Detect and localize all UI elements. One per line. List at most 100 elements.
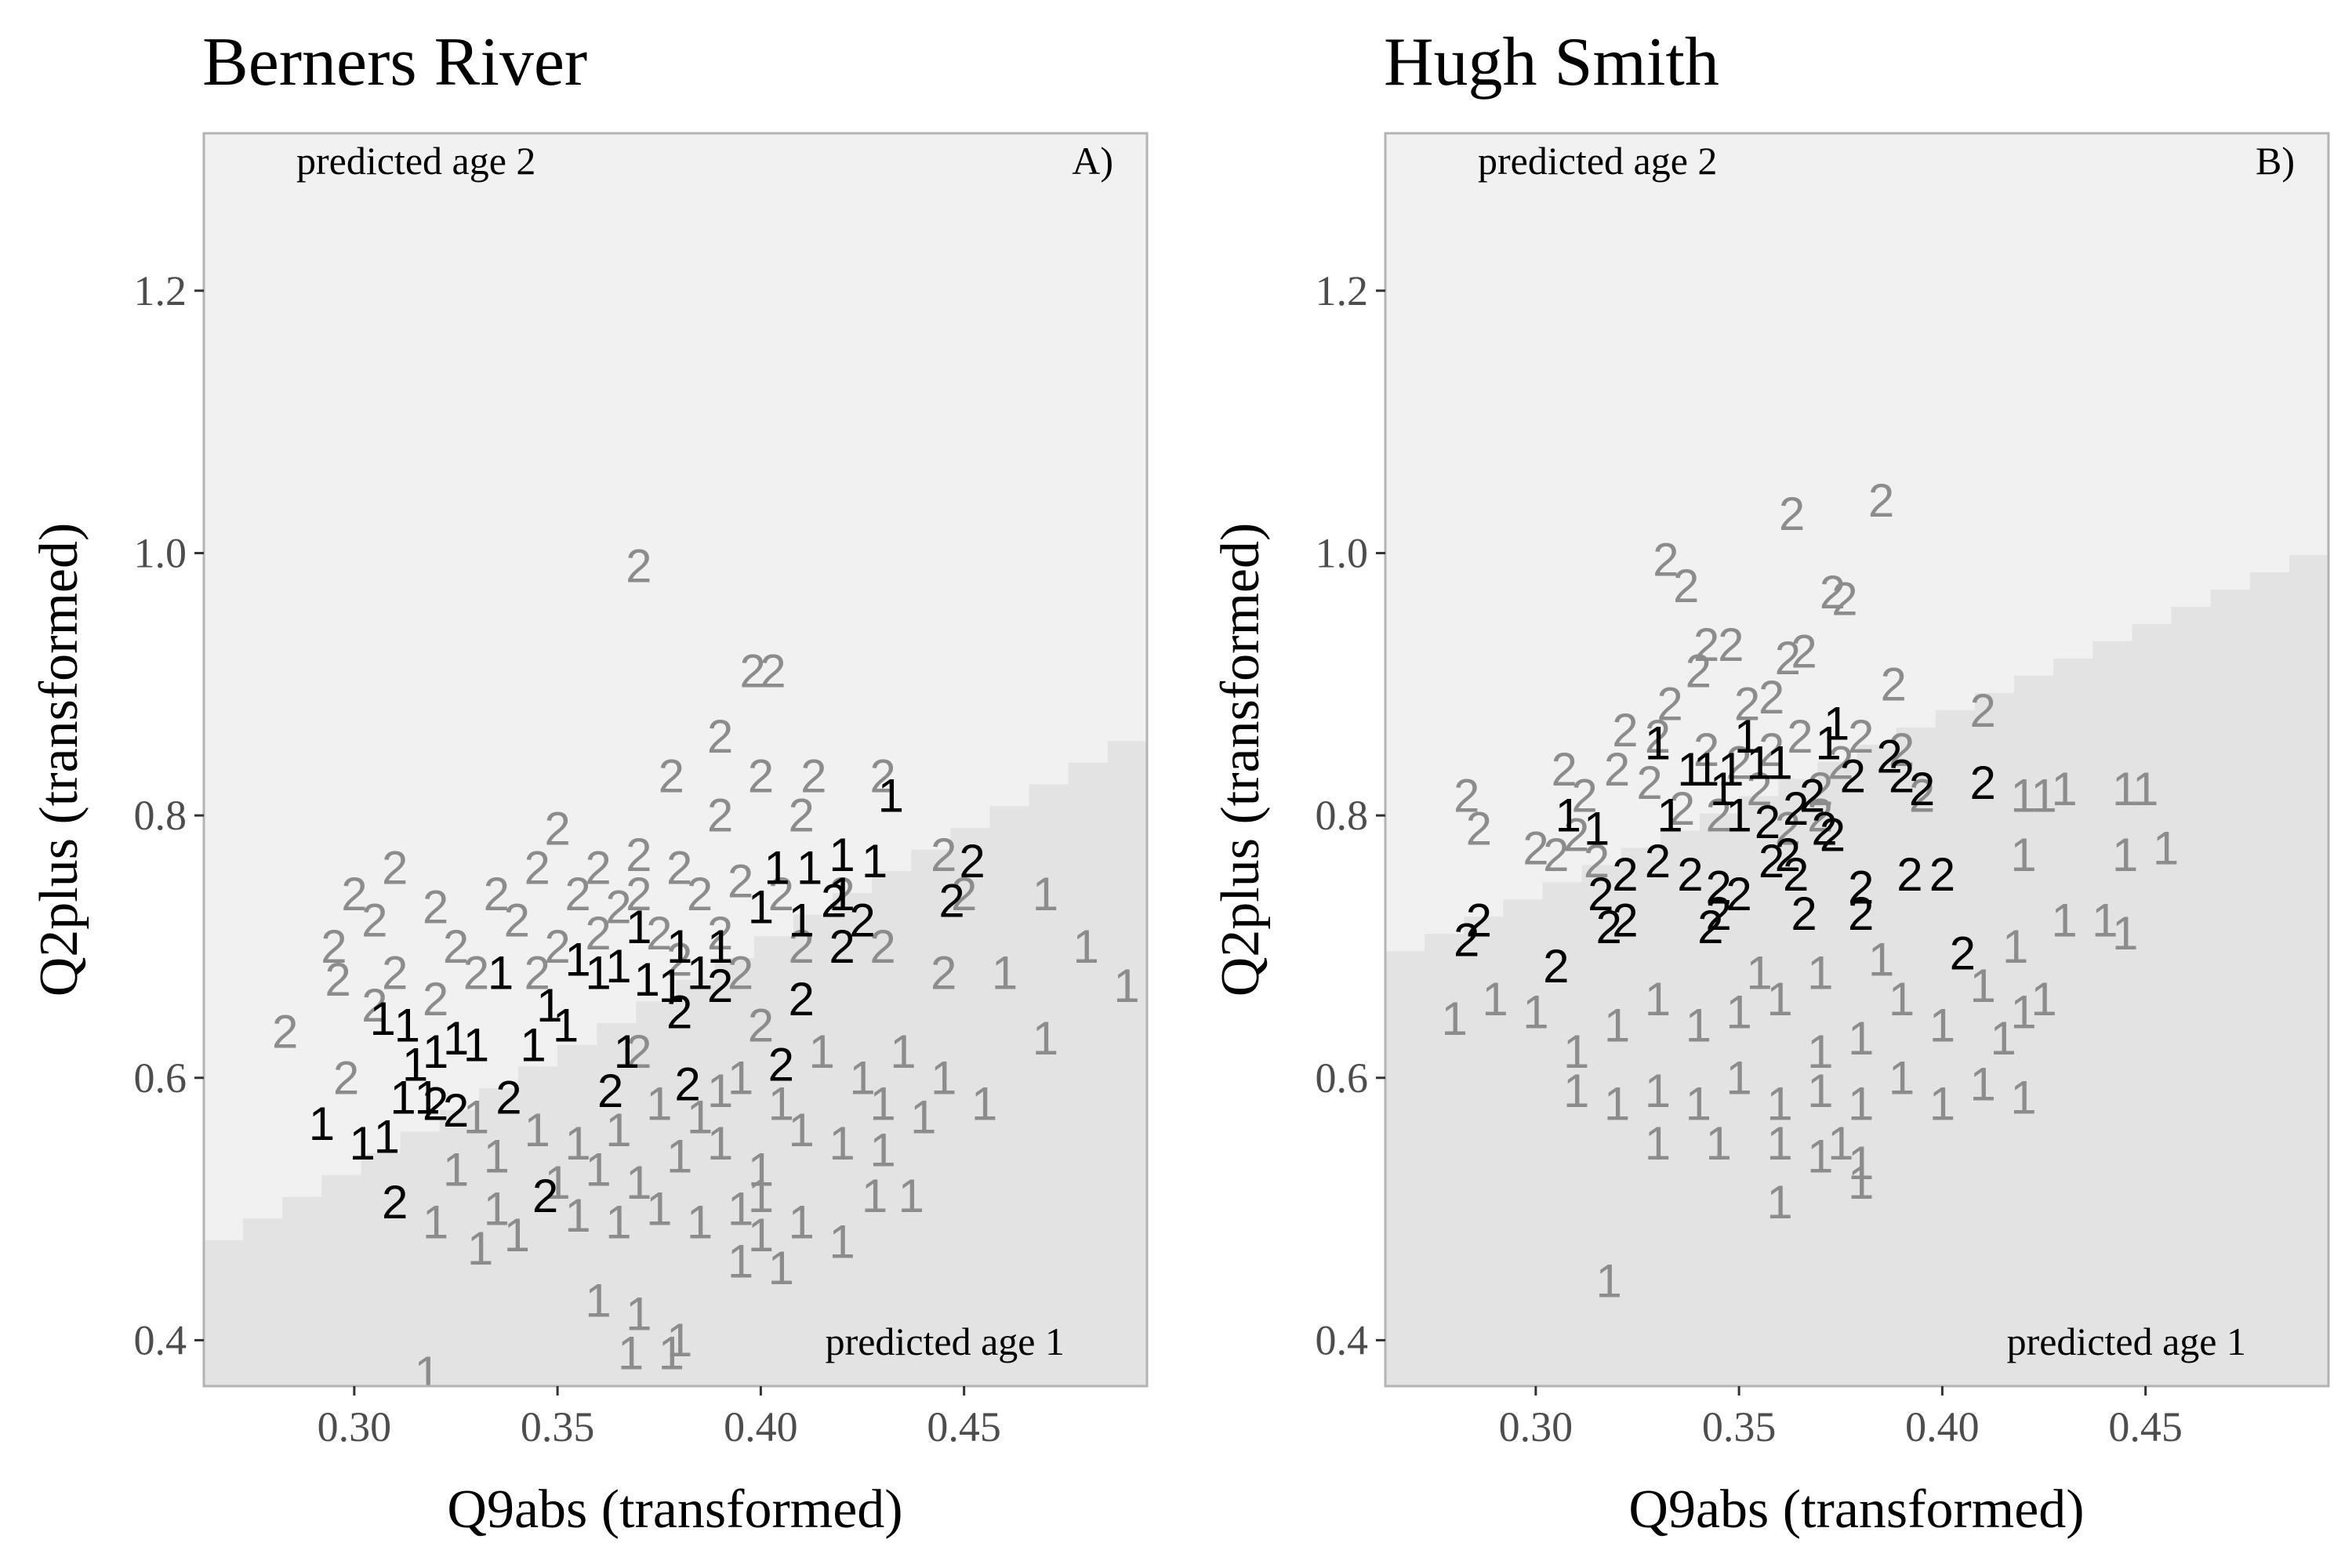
- misclassified-point: 1: [1584, 802, 1610, 855]
- data-point: 2: [748, 750, 774, 802]
- data-point: 1: [626, 1288, 652, 1341]
- data-point: 2: [1868, 474, 1894, 527]
- data-point: 1: [1970, 960, 1996, 1012]
- data-point: 1: [484, 1131, 510, 1183]
- misclassified-point: 2: [666, 986, 692, 1039]
- data-point: 1: [768, 1242, 794, 1294]
- panel-label: B): [2256, 139, 2295, 183]
- data-point: 2: [361, 979, 387, 1032]
- data-point: 2: [869, 750, 895, 802]
- x-tick-label: 0.30: [1499, 1403, 1573, 1450]
- data-point: 2: [1807, 789, 1833, 842]
- misclassified-point: 2: [382, 1176, 408, 1229]
- misclassified-point: 2: [495, 1071, 521, 1123]
- data-point: 2: [800, 750, 826, 802]
- misclassified-point: 1: [374, 1111, 400, 1163]
- data-point: 2: [1970, 684, 1996, 737]
- data-point: 2: [484, 868, 510, 920]
- misclassified-point: 1: [1657, 789, 1682, 842]
- data-point: 2: [1726, 737, 1751, 789]
- x-axis-ticks: 0.30 0.35 0.40 0.45: [1499, 1386, 2183, 1450]
- data-point: 1: [646, 1078, 672, 1131]
- data-point: 1: [728, 1183, 753, 1236]
- data-point: 1: [646, 1183, 672, 1236]
- x-axis-ticks: 0.30 0.35 0.40 0.45: [318, 1386, 1001, 1450]
- data-point: 2: [1889, 724, 1915, 776]
- data-point: 1: [585, 1275, 611, 1327]
- data-point: 2: [1787, 710, 1813, 763]
- misclassified-point: 2: [1791, 887, 1817, 940]
- misclassified-point: 1: [415, 1071, 441, 1123]
- data-point: 1: [1746, 946, 1772, 999]
- data-point: 2: [341, 868, 367, 920]
- data-point: 1: [544, 1156, 570, 1209]
- upper-region-label: predicted age 2: [296, 139, 535, 183]
- x-tick-label: 0.35: [521, 1403, 595, 1450]
- misclassified-point: 2: [959, 835, 985, 887]
- misclassified-point: 1: [564, 934, 590, 986]
- data-point: 1: [1113, 960, 1139, 1012]
- misclassified-point: 2: [789, 973, 815, 1025]
- data-point: 1: [1807, 1131, 1833, 1183]
- misclassified-point: 2: [597, 1065, 623, 1117]
- data-point: 2: [272, 1006, 298, 1058]
- data-point: 1: [1706, 1117, 1732, 1170]
- data-point: 1: [1686, 1078, 1711, 1131]
- data-point: 1: [789, 1196, 815, 1248]
- data-point: 1: [1482, 973, 1508, 1025]
- data-point: 1: [1726, 986, 1751, 1039]
- misclassified-point: 1: [423, 1025, 448, 1078]
- data-point: 1: [1868, 934, 1894, 986]
- data-point: 1: [748, 1143, 774, 1196]
- misclassified-point: 1: [748, 881, 774, 934]
- x-tick-label: 0.35: [1702, 1403, 1777, 1450]
- data-point: 2: [666, 934, 692, 986]
- misclassified-point: 2: [849, 895, 875, 947]
- misclassified-point: 1: [862, 835, 887, 887]
- data-point: 2: [333, 1051, 359, 1104]
- data-point: 2: [1604, 743, 1630, 796]
- misclassified-point: 1: [553, 999, 579, 1051]
- data-point: 1: [829, 1215, 855, 1268]
- data-point: 2: [605, 881, 631, 934]
- misclassified-point: 2: [1889, 750, 1915, 802]
- y-tick-label: 0.6: [1316, 1054, 1369, 1102]
- data-point: 2: [1657, 677, 1682, 730]
- misclassified-point: 1: [585, 946, 611, 999]
- misclassified-point: 1: [520, 1018, 546, 1071]
- data-point: 2: [1686, 645, 1711, 698]
- misclassified-point: 1: [626, 901, 652, 953]
- data-point: 2: [1673, 560, 1699, 612]
- x-tick-label: 0.40: [724, 1403, 798, 1450]
- data-point: 2: [544, 920, 570, 973]
- data-point: 2: [1612, 704, 1638, 757]
- data-point: 2: [1454, 770, 1479, 822]
- data-point: 1: [2051, 895, 2077, 947]
- data-point: 2: [687, 868, 713, 920]
- data-point: 1: [1645, 1117, 1671, 1170]
- data-point: 2: [666, 842, 692, 895]
- misclassified-point: 2: [1645, 835, 1671, 887]
- data-point: 1: [1645, 973, 1671, 1025]
- x-tick-label: 0.45: [2108, 1403, 2183, 1450]
- misclassified-point: 2: [1677, 848, 1703, 901]
- misclassified-point: 2: [1543, 940, 1569, 993]
- misclassified-point: 2: [1726, 868, 1751, 920]
- data-point: 1: [768, 1078, 794, 1131]
- y-tick-label: 0.8: [134, 792, 187, 839]
- panel-title: Hugh Smith: [1384, 24, 1719, 100]
- misclassified-point: 1: [878, 770, 904, 822]
- misclassified-point: 1: [829, 829, 855, 881]
- misclassified-point: 1: [797, 842, 822, 895]
- data-point: 1: [1563, 1065, 1589, 1117]
- data-point: 1: [898, 1170, 924, 1222]
- data-point: 1: [1970, 1058, 1996, 1111]
- data-point: 1: [789, 1104, 815, 1156]
- data-point: 2: [1706, 789, 1732, 842]
- misclassified-point: 1: [1746, 737, 1772, 789]
- misclassified-point: 1: [463, 1018, 489, 1071]
- data-point: 2: [707, 710, 733, 763]
- data-point: 1: [728, 1236, 753, 1288]
- lower-region-label: predicted age 1: [2007, 1319, 2246, 1363]
